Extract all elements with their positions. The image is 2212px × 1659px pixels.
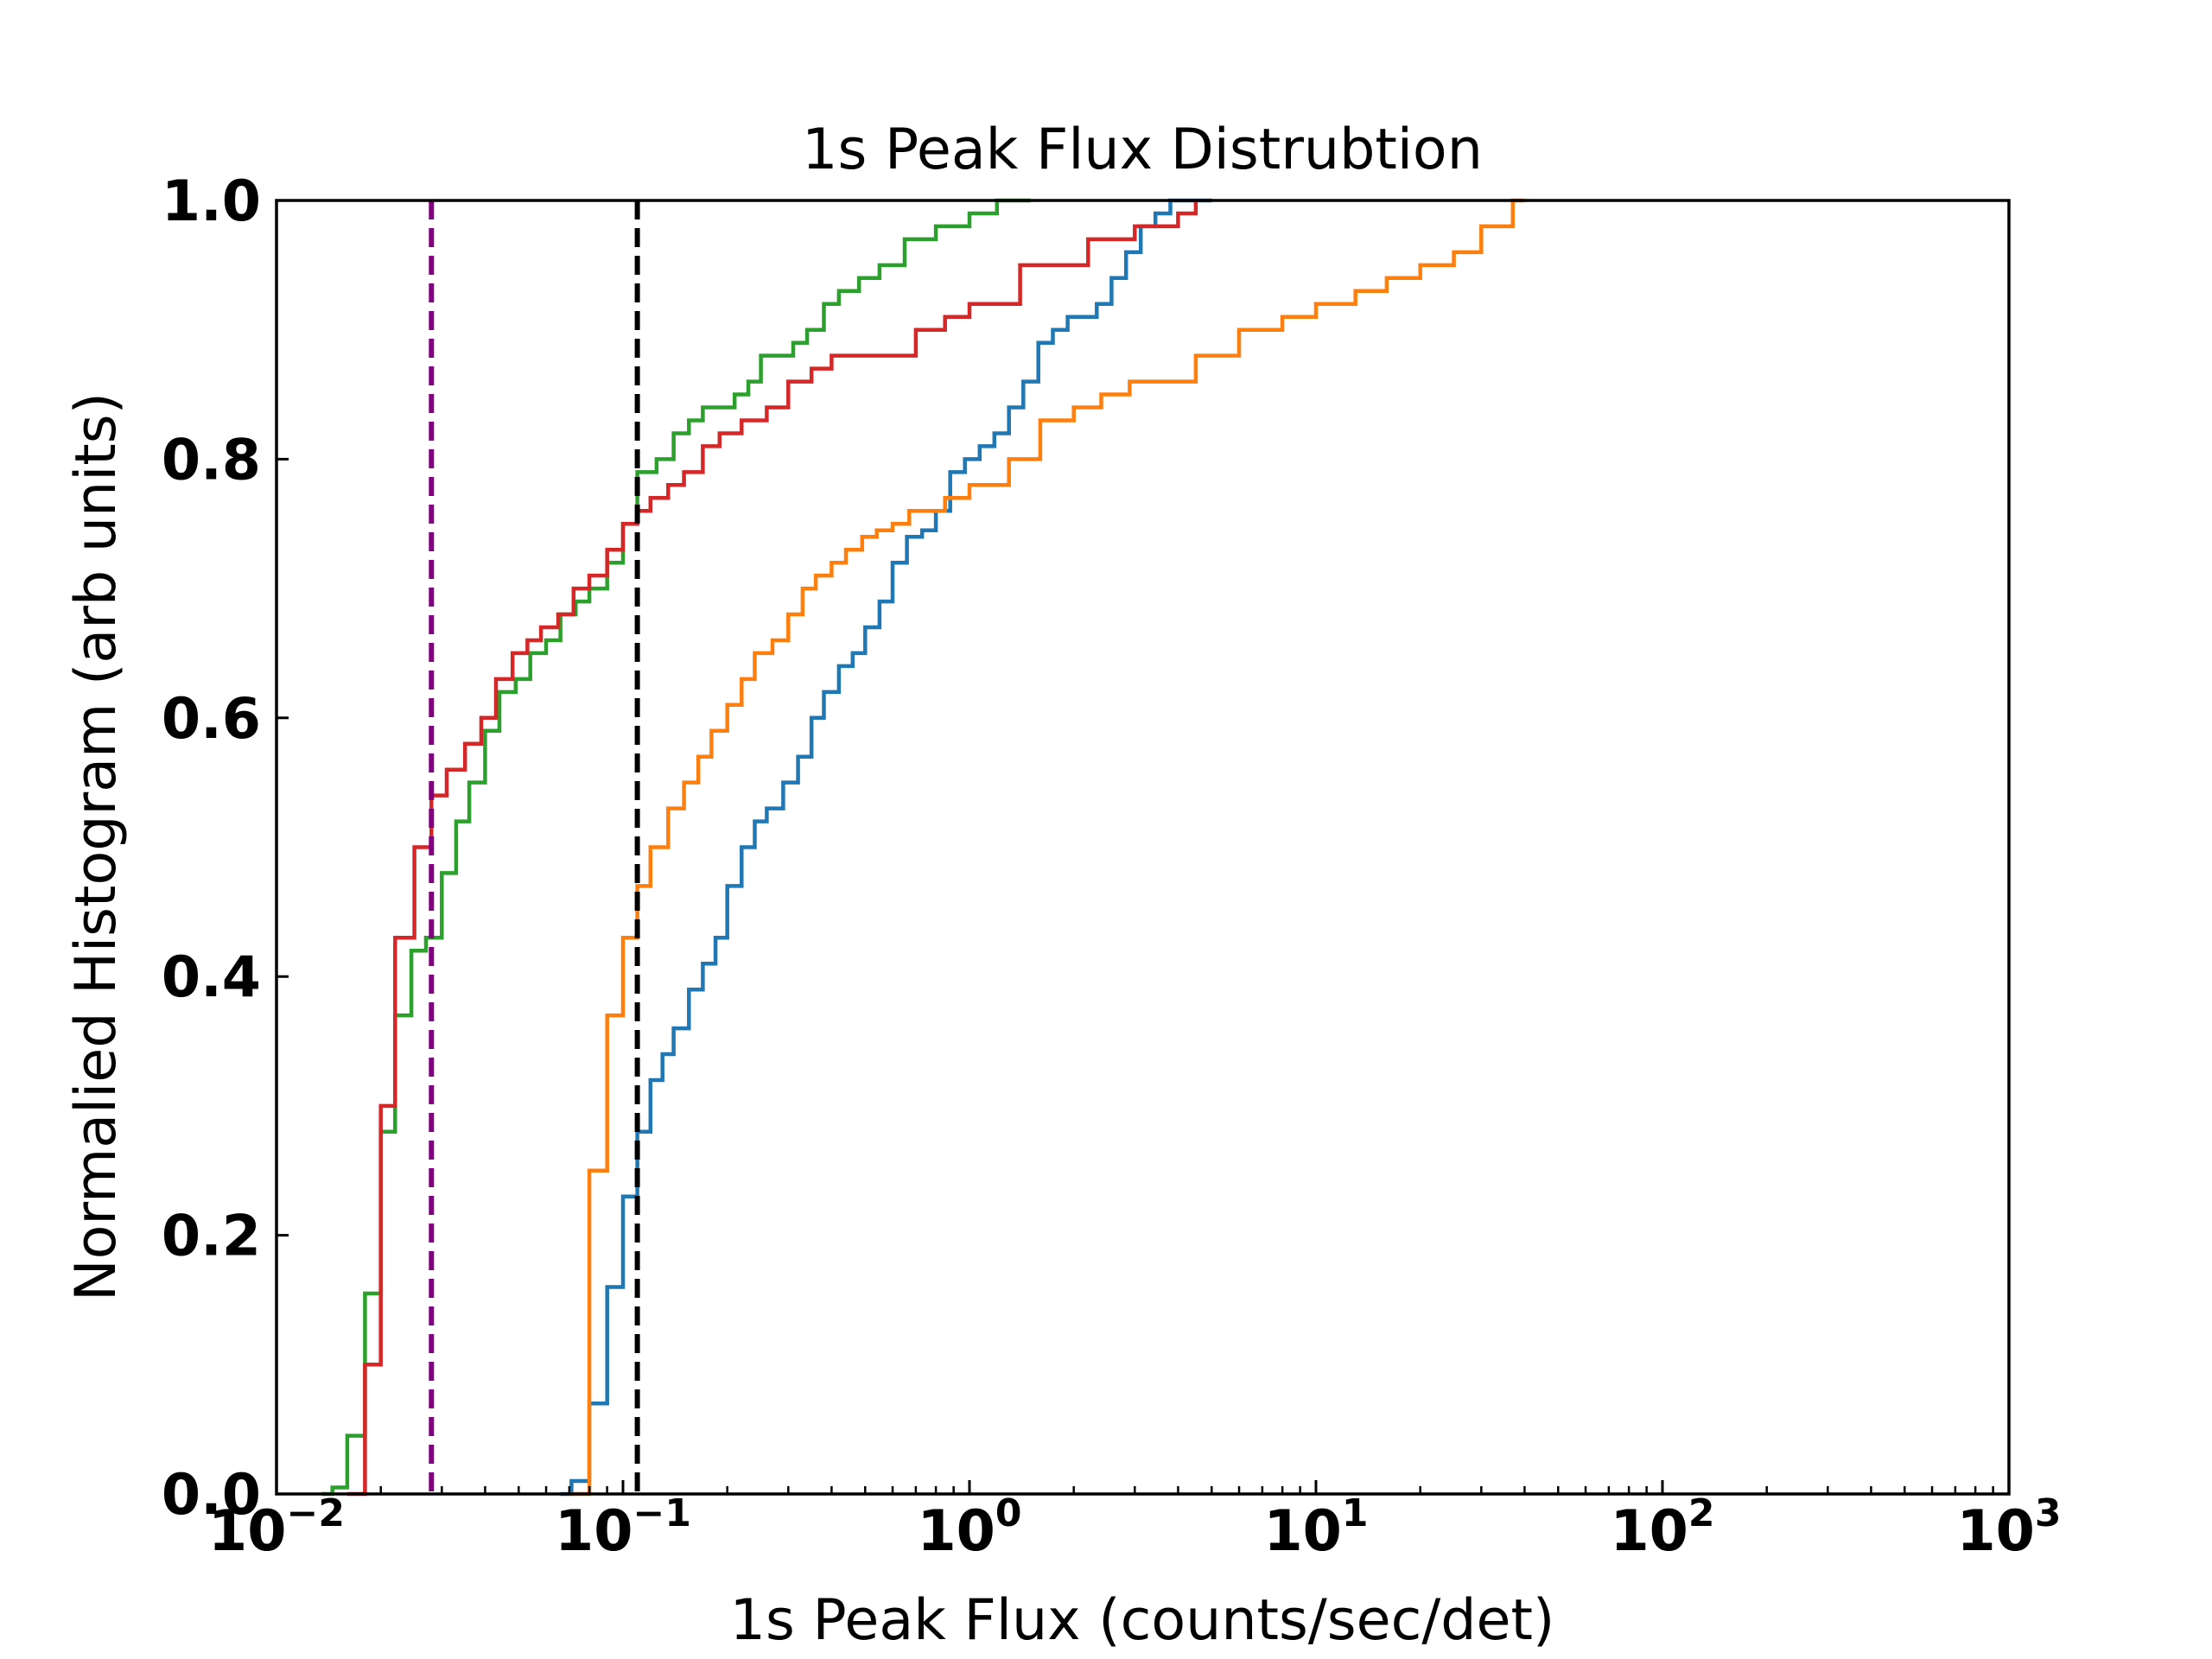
plot-frame (275, 199, 2011, 1496)
series-layer (321, 198, 1525, 1497)
y-tick-label: 0.4 (162, 945, 261, 1010)
chart-title: 1s Peak Flux Distrubtion (802, 118, 1483, 182)
x-tick-label: 10−1 (555, 1491, 691, 1564)
x-tick-label: 102 (1610, 1491, 1714, 1564)
tick-layer: 0.0 0.2 0.4 0.6 0.8 1.0 10−2 10−1 100 101 102 103 (162, 169, 2062, 1564)
x-axis-label: 1s Peak Flux (counts/sec/det) (730, 1588, 1555, 1653)
x-tick-label: 100 (917, 1491, 1021, 1564)
vline-layer (429, 200, 640, 1494)
y-tick-label: 0.8 (162, 428, 261, 493)
series-line-1 (560, 198, 1212, 1497)
y-tick-label: 0.0 (162, 1463, 261, 1528)
y-tick-label: 1.0 (162, 169, 261, 234)
y-axis-label: Normalied Histogram (arb units) (64, 392, 129, 1301)
x-tick-label: 103 (1956, 1491, 2061, 1564)
x-tick-label: 10−2 (208, 1491, 345, 1564)
series-line-2 (569, 198, 1525, 1497)
y-tick-label: 0.2 (162, 1205, 261, 1269)
series-line-4 (346, 200, 1198, 1497)
x-tick-label: 101 (1263, 1491, 1368, 1564)
y-tick-label: 0.6 (162, 687, 261, 752)
